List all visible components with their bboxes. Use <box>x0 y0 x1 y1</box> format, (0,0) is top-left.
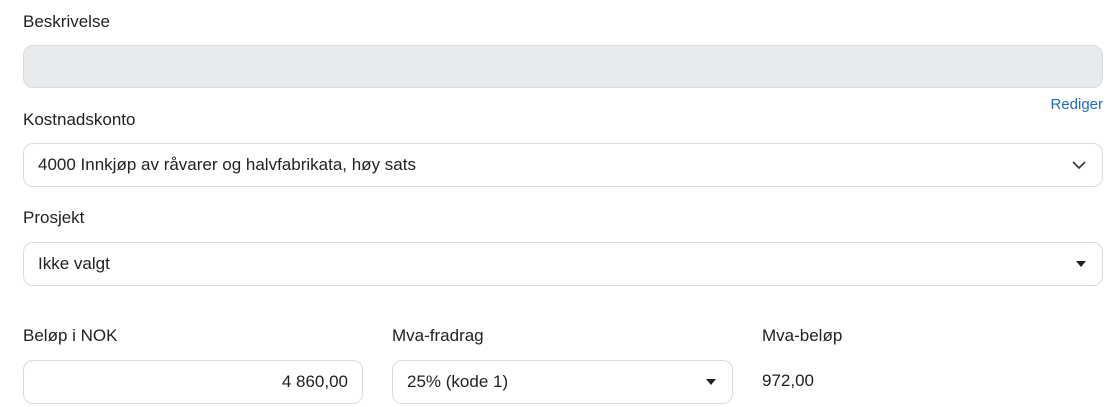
project-label: Prosjekt <box>23 208 85 227</box>
project-value: Ikke valgt <box>38 254 110 273</box>
description-label: Beskrivelse <box>23 12 110 31</box>
cost-account-label: Kostnadskonto <box>23 110 136 129</box>
caret-down-icon <box>1076 261 1086 267</box>
project-select[interactable]: Ikke valgt <box>23 242 1103 286</box>
caret-down-icon <box>706 379 716 385</box>
edit-link[interactable]: Rediger <box>1050 96 1103 113</box>
vat-deduction-label: Mva-fradrag <box>392 326 484 345</box>
vat-amount-label: Mva-beløp <box>762 326 843 345</box>
vat-amount-value: 972,00 <box>762 371 814 390</box>
chevron-down-icon <box>1072 161 1086 170</box>
amount-label: Beløp i NOK <box>23 326 118 345</box>
vat-deduction-select[interactable]: 25% (kode 1) <box>392 360 733 404</box>
cost-account-select[interactable]: 4000 Innkjøp av råvarer og halvfabrikata… <box>23 143 1103 187</box>
amount-input[interactable]: 4 860,00 <box>23 360 363 404</box>
vat-deduction-value: 25% (kode 1) <box>407 372 509 391</box>
description-input[interactable] <box>23 45 1103 88</box>
cost-account-value: 4000 Innkjøp av råvarer og halvfabrikata… <box>38 155 416 174</box>
